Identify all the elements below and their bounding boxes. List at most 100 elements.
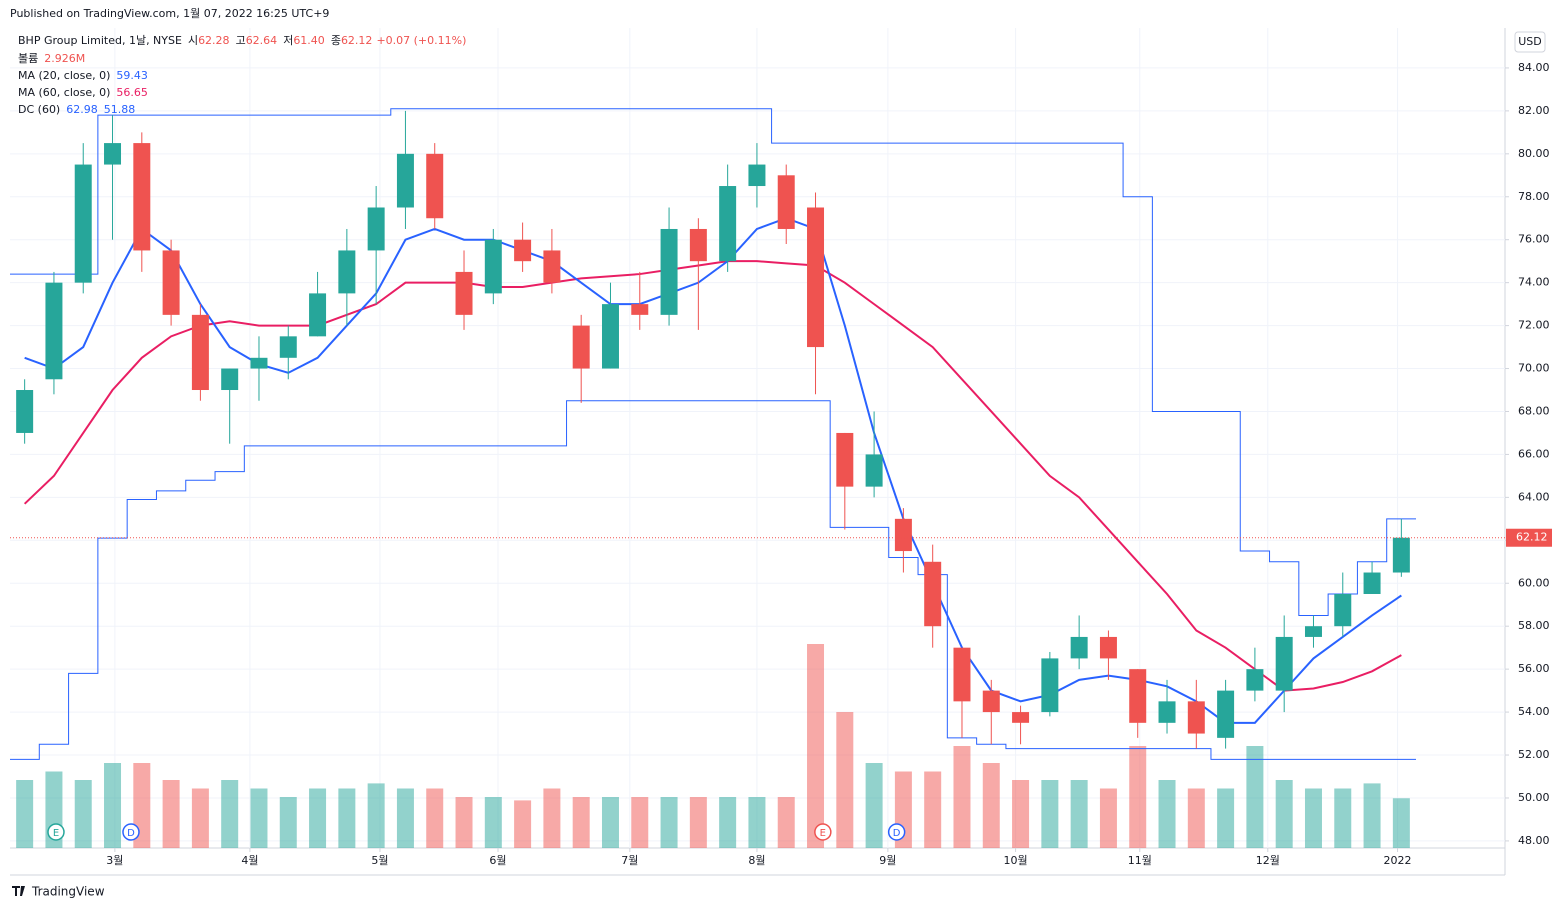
candle-body bbox=[191, 314, 209, 391]
legend-text: 2.926M bbox=[44, 52, 85, 65]
candle-body bbox=[836, 432, 854, 487]
event-marker bbox=[122, 823, 140, 841]
y-tick-label: 60.00 bbox=[1518, 576, 1550, 589]
volume-bar bbox=[660, 797, 678, 848]
y-tick-label: 78.00 bbox=[1518, 190, 1550, 203]
legend-text: 62.28 bbox=[198, 34, 230, 47]
candle-body bbox=[16, 390, 34, 433]
candle-body bbox=[631, 304, 649, 315]
event-marker bbox=[887, 823, 906, 841]
volume-bar bbox=[74, 780, 92, 848]
volume-bar bbox=[807, 644, 825, 848]
y-tick-label: 64.00 bbox=[1518, 490, 1550, 503]
y-tick-label: 66.00 bbox=[1518, 447, 1550, 460]
volume-bar bbox=[924, 771, 942, 848]
candle-body bbox=[1041, 658, 1059, 713]
volume-bar bbox=[484, 797, 502, 848]
candle-body bbox=[719, 186, 737, 262]
candle-body bbox=[74, 164, 92, 283]
event-label: D bbox=[127, 828, 135, 839]
x-tick-label: 3월 bbox=[106, 854, 123, 867]
candle-body bbox=[309, 293, 327, 337]
volume-bar bbox=[543, 788, 561, 848]
volume-bar bbox=[748, 797, 766, 848]
y-tick-label: 74.00 bbox=[1518, 276, 1550, 289]
legend-text: 59.43 bbox=[116, 69, 148, 82]
volume-bar bbox=[1363, 783, 1381, 848]
volume-bar bbox=[1275, 780, 1293, 848]
currency-box[interactable] bbox=[1514, 31, 1546, 53]
candle-body bbox=[514, 239, 532, 262]
volume-bar bbox=[865, 763, 883, 848]
legend-row: DC (60) 62.98 51.88 bbox=[18, 103, 135, 116]
y-tick-label: 58.00 bbox=[1518, 619, 1550, 632]
candle-body bbox=[807, 207, 825, 348]
event-label: E bbox=[53, 828, 59, 839]
legend-row: MA (20, close, 0) 59.43 bbox=[18, 69, 148, 82]
legend-row: BHP Group Limited, 1날, NYSE 시62.28 고62.64 저… bbox=[18, 34, 466, 47]
y-tick-label: 48.00 bbox=[1518, 834, 1550, 847]
candle-body bbox=[1392, 537, 1410, 573]
volume-bar bbox=[1041, 780, 1059, 848]
y-tick-label: 80.00 bbox=[1518, 147, 1550, 160]
volume-bar bbox=[367, 783, 385, 848]
candle-body bbox=[1304, 626, 1322, 637]
last-price-box bbox=[1506, 528, 1552, 547]
candle-body bbox=[1129, 669, 1147, 723]
volume-bar bbox=[1217, 788, 1235, 848]
y-tick-label: 50.00 bbox=[1518, 791, 1550, 804]
y-tick-label: 70.00 bbox=[1518, 362, 1550, 375]
volume-bar bbox=[250, 788, 268, 848]
legend-row: MA (60, close, 0) 56.65 bbox=[18, 86, 148, 99]
candle-body bbox=[1158, 701, 1176, 723]
candle-body bbox=[221, 368, 239, 391]
candle-body bbox=[45, 282, 63, 380]
volume-bar bbox=[191, 788, 209, 848]
volume-bar bbox=[1070, 780, 1088, 848]
y-tick-label: 84.00 bbox=[1518, 61, 1550, 74]
candle-body bbox=[279, 336, 297, 358]
candle-body bbox=[982, 690, 1000, 713]
candle-body bbox=[1099, 636, 1117, 659]
y-tick-label: 68.00 bbox=[1518, 404, 1550, 417]
volume-bar bbox=[953, 746, 971, 848]
last-price-label: 62.12 bbox=[1516, 531, 1548, 544]
volume-bar bbox=[601, 797, 619, 848]
candle-body bbox=[1070, 636, 1088, 659]
y-tick-label: 52.00 bbox=[1518, 748, 1550, 761]
candle-body bbox=[1363, 572, 1381, 594]
x-tick-label: 8월 bbox=[748, 854, 765, 867]
volume-bar bbox=[1187, 788, 1205, 848]
volume-bar bbox=[426, 788, 444, 848]
currency[interactable]: USD bbox=[1518, 35, 1542, 48]
volume-bar bbox=[514, 800, 532, 848]
volume-bar bbox=[338, 788, 356, 848]
legend-text: 56.65 bbox=[116, 86, 148, 99]
volume-bar bbox=[1158, 780, 1176, 848]
legend-text: MA (20, close, 0) bbox=[18, 69, 110, 82]
volume-bar bbox=[689, 797, 707, 848]
candle-body bbox=[338, 250, 356, 294]
candle-body bbox=[660, 228, 678, 315]
published: Published on TradingView.com, 1월 07, 202… bbox=[10, 7, 329, 20]
candle-body bbox=[924, 561, 942, 627]
legend-text: DC (60) bbox=[18, 103, 60, 116]
legend-text: 저 bbox=[283, 34, 293, 47]
candle-body bbox=[543, 250, 561, 283]
legend-text: 62.12 bbox=[341, 34, 373, 47]
volume-bar bbox=[1099, 788, 1117, 848]
legend-text: 볼륨 bbox=[18, 52, 38, 65]
event-label: E bbox=[820, 828, 826, 839]
volume-bar bbox=[1129, 746, 1147, 848]
x-tick-label: 2022 bbox=[1384, 854, 1412, 867]
ma60-line bbox=[23, 260, 1402, 692]
legend-text: MA (60, close, 0) bbox=[18, 86, 110, 99]
candle-body bbox=[777, 175, 795, 229]
volume-bar bbox=[1246, 746, 1264, 848]
candle-body bbox=[689, 228, 707, 262]
candle-body bbox=[426, 153, 444, 219]
brand: TradingView bbox=[31, 885, 105, 899]
volume-bar bbox=[279, 797, 297, 848]
candle-body bbox=[104, 143, 122, 165]
